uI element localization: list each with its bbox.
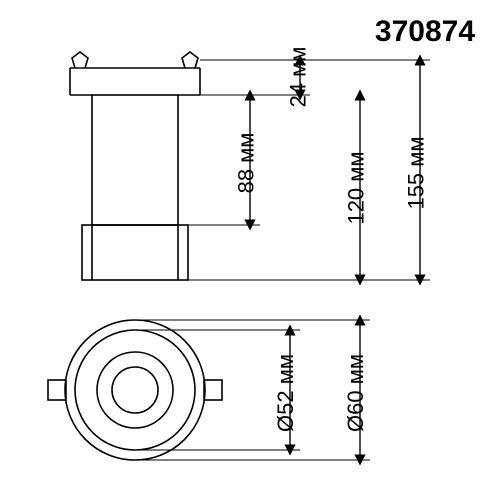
dim-total-height: 155 мм [404,136,430,209]
side-elevation [70,52,200,280]
dim-outer-diameter: Ø60 мм [343,354,369,432]
bottom-plan-view [48,320,222,460]
model-number: 370874 [375,15,475,49]
diagram-canvas: 370874 [0,0,500,500]
dim-bracket-thickness: 24 мм [285,47,311,108]
dim-cylinder-height: 88 мм [233,133,259,194]
dim-inner-diameter: Ø52 мм [273,354,299,432]
dim-body-height: 120 мм [344,151,370,224]
technical-drawing [0,0,500,500]
